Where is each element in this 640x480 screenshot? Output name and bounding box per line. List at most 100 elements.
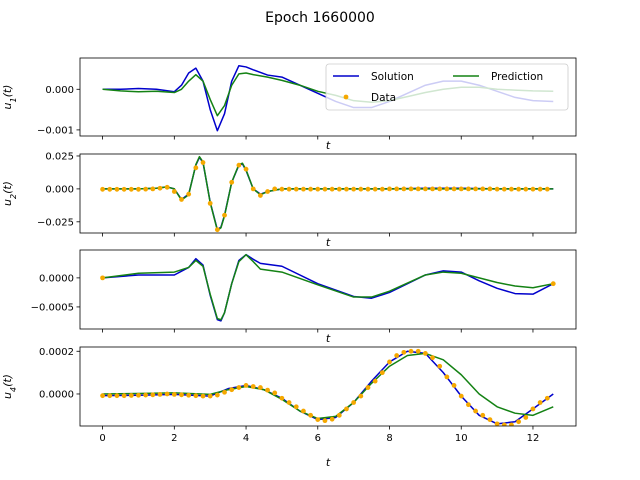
data-point: [236, 385, 242, 390]
data-point: [121, 393, 127, 399]
data-point: [344, 186, 349, 192]
y-tick-label: 0.000: [45, 184, 74, 195]
data-point: [179, 197, 184, 202]
data-point: [480, 186, 486, 192]
data-point: [487, 417, 493, 422]
data-point: [401, 186, 407, 192]
data-point: [387, 359, 392, 365]
data-point: [164, 391, 170, 397]
data-point: [315, 417, 321, 422]
data-point: [358, 186, 364, 192]
data-point: [501, 422, 507, 426]
data-point: [329, 186, 335, 192]
data-point: [293, 404, 299, 410]
x-tick-label: 8: [386, 433, 392, 444]
legend-prediction-label: Prediction: [491, 71, 543, 83]
solution-line: [102, 253, 554, 322]
legend-box: [325, 63, 569, 111]
data-point: [121, 186, 127, 192]
data-point: [272, 390, 278, 396]
data-point: [530, 186, 536, 192]
data-point: [394, 186, 400, 192]
data-point: [136, 392, 141, 398]
prediction-line: [102, 253, 554, 321]
data-point: [336, 186, 342, 192]
data-point: [458, 393, 464, 399]
subplot-2-frame: [79, 153, 577, 234]
x-tick-label: 0: [99, 433, 105, 444]
data-point: [544, 395, 550, 401]
data-point: [365, 186, 371, 192]
data-point: [128, 393, 134, 398]
data-point: [372, 186, 378, 192]
data-point: [444, 374, 450, 380]
data-point: [537, 186, 543, 192]
data-point: [415, 348, 421, 354]
legend-solution-label: Solution: [371, 71, 414, 83]
data-point: [308, 412, 314, 418]
y-axis-label: u4(t): [1, 374, 18, 399]
x-axis-label: t: [326, 139, 331, 152]
data-point: [222, 389, 227, 395]
data-point: [114, 393, 120, 399]
y-tick-label: −0.0005: [31, 302, 74, 313]
data-point: [372, 378, 378, 384]
data-point: [394, 353, 400, 358]
subplot-4-plot-area: [100, 348, 554, 426]
data-point: [408, 186, 414, 192]
data-point: [444, 186, 450, 192]
x-tick-label: 6: [315, 433, 321, 444]
data-point: [516, 186, 522, 192]
data-point: [150, 392, 156, 398]
data-point: [336, 412, 342, 418]
data-point: [143, 186, 149, 192]
x-tick-label: 4: [243, 433, 249, 444]
data-point: [171, 392, 177, 397]
data-point: [422, 351, 428, 356]
data-point: [222, 212, 227, 218]
data-point: [494, 421, 500, 426]
data-point: [207, 393, 213, 399]
data-point: [286, 186, 292, 192]
data-point: [136, 186, 141, 192]
data-point: [523, 415, 529, 420]
y-tick-label: −0.025: [37, 217, 74, 228]
data-point: [193, 165, 199, 171]
data-point: [128, 186, 134, 192]
data-point: [164, 184, 170, 190]
data-point: [473, 408, 478, 414]
data-point: [451, 186, 457, 192]
data-point: [143, 392, 149, 398]
data-point: [214, 227, 220, 233]
data-point: [229, 179, 235, 185]
subplot-4: 0 2 4 6 8 10 12 0.0002 0.0000 t u4(t): [1, 346, 577, 469]
data-point: [487, 186, 493, 192]
subplot-2-plot-area: [100, 155, 554, 233]
x-tick-label: 10: [455, 433, 468, 444]
y-tick-label: 0.0000: [39, 273, 74, 284]
data-point: [229, 387, 235, 393]
data-point: [480, 412, 486, 418]
data-point: [530, 406, 536, 412]
data-point: [308, 186, 314, 192]
x-axis-label: t: [326, 332, 331, 345]
data-point: [279, 186, 285, 192]
data-point: [422, 186, 428, 192]
data-point: [430, 355, 435, 361]
data-point: [322, 186, 328, 192]
data-point: [523, 186, 529, 192]
data-point: [516, 419, 522, 425]
y-tick-label: 0.0002: [39, 347, 74, 358]
data-point: [509, 186, 514, 192]
x-tick-label: 12: [527, 433, 540, 444]
data-point: [466, 402, 471, 408]
data-point: [250, 186, 256, 192]
data-point: [258, 193, 263, 198]
data-point: [537, 400, 543, 405]
data-point: [272, 186, 278, 192]
data-point: [258, 385, 263, 390]
data-point: [200, 393, 206, 399]
subplots-container: 0.000−0.001tu1(t)0.0250.000−0.025tu2(t)0…: [1, 57, 577, 469]
data-point: [415, 186, 421, 192]
